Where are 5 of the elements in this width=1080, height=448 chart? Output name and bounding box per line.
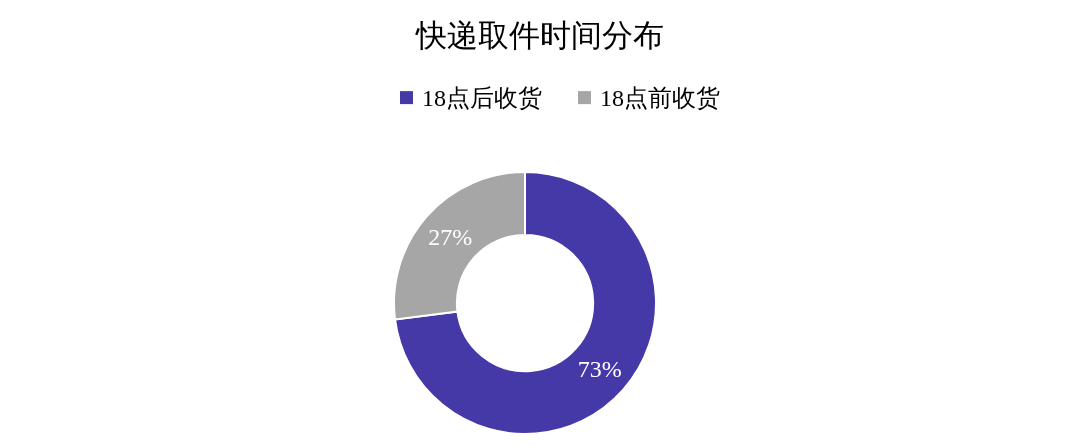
chart-title: 快递取件时间分布 [415,18,664,53]
legend-label: 18点后收货 [422,85,542,111]
data-label: 73% [577,355,622,382]
data-label: 27% [428,224,473,251]
legend-label: 18点前收货 [600,85,720,111]
